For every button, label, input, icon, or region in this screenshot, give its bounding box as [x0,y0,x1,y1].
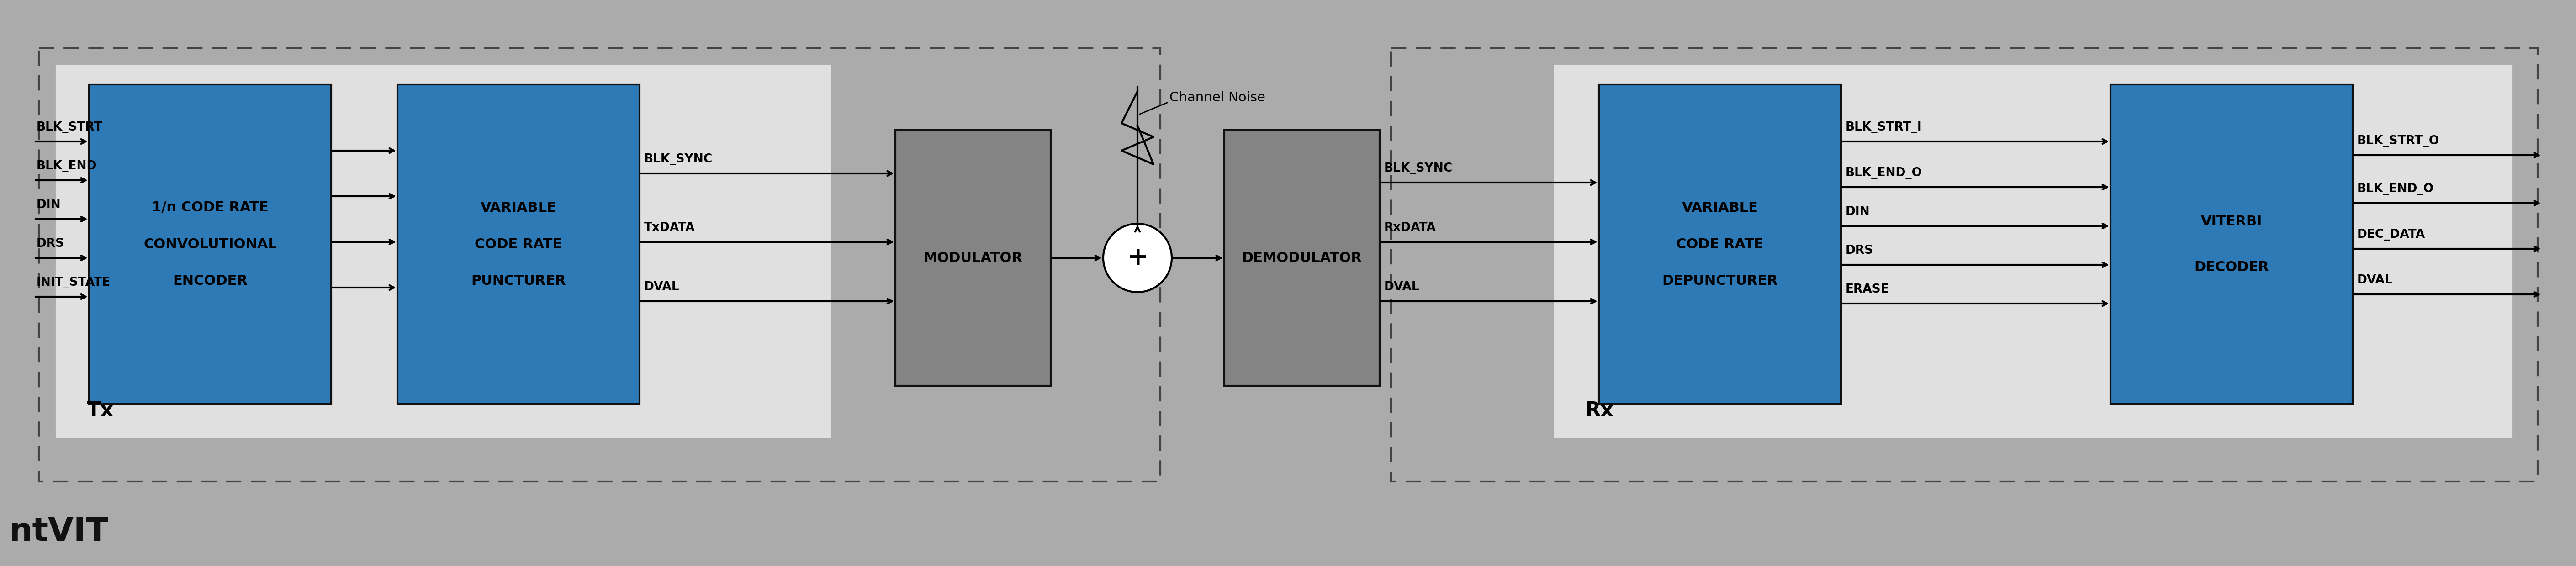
Text: Tx: Tx [88,401,113,421]
Text: DEC_DATA: DEC_DATA [2357,229,2427,241]
Text: ntVIT: ntVIT [10,516,108,548]
Text: BLK_SYNC: BLK_SYNC [644,153,714,165]
Bar [1600,84,1842,404]
Text: BLK_STRT_O: BLK_STRT_O [2357,135,2439,147]
Text: PUNCTURER: PUNCTURER [471,274,567,288]
Bar [1224,130,1381,385]
Text: VARIABLE: VARIABLE [479,201,556,215]
Text: +: + [1126,246,1149,270]
Text: DEMODULATOR: DEMODULATOR [1242,251,1363,264]
Text: DECODER: DECODER [2195,260,2269,273]
Text: ERASE: ERASE [1844,284,1888,295]
Text: BLK_STRT_I: BLK_STRT_I [1844,122,1922,133]
Text: DEPUNCTURER: DEPUNCTURER [1662,274,1777,288]
Bar [1553,64,2512,438]
Text: Rx: Rx [1584,401,1615,421]
Bar [397,84,639,404]
Text: DVAL: DVAL [1383,281,1419,293]
Text: DRS: DRS [36,238,64,250]
Text: CODE RATE: CODE RATE [474,238,562,251]
Text: BLK_END_O: BLK_END_O [2357,183,2434,195]
Text: BLK_END: BLK_END [36,160,98,172]
Text: MODULATOR: MODULATOR [922,251,1023,264]
Text: DIN: DIN [36,199,62,211]
Text: INIT_STATE: INIT_STATE [36,277,111,289]
Text: BLK_END_O: BLK_END_O [1844,167,1922,179]
Text: BLK_STRT: BLK_STRT [36,122,103,133]
Text: VARIABLE: VARIABLE [1682,201,1757,215]
Bar [54,64,832,438]
Text: BLK_SYNC: BLK_SYNC [1383,162,1453,174]
Bar [90,84,332,404]
Text: DVAL: DVAL [644,281,680,293]
Text: TxDATA: TxDATA [644,222,696,234]
Text: CODE RATE: CODE RATE [1677,238,1765,251]
Bar [2110,84,2352,404]
Text: DVAL: DVAL [2357,275,2393,286]
Bar [39,48,1159,482]
Text: Channel Noise: Channel Noise [1170,91,1265,104]
Text: DRS: DRS [1844,245,1873,256]
Text: 1/n CODE RATE: 1/n CODE RATE [152,201,268,215]
Bar [896,130,1051,385]
Text: CONVOLUTIONAL: CONVOLUTIONAL [144,238,276,251]
Text: RxDATA: RxDATA [1383,222,1437,234]
Text: ENCODER: ENCODER [173,274,247,288]
Bar [1391,48,2537,482]
Text: DIN: DIN [1844,206,1870,218]
Circle shape [1103,224,1172,292]
Text: VITERBI: VITERBI [2200,215,2262,228]
